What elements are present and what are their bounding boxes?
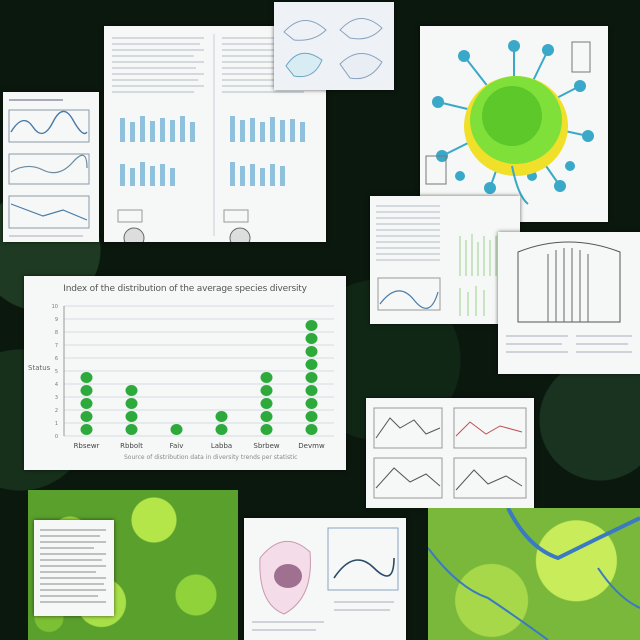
bar-segment <box>305 359 318 370</box>
y-tick-label: 10 <box>52 304 58 310</box>
bar-segment <box>305 411 318 422</box>
bar-segment <box>215 424 228 435</box>
y-tick-label: 3 <box>55 395 58 401</box>
y-tick-label: 1 <box>55 421 58 427</box>
y-tick-label: 9 <box>55 317 58 323</box>
organ-diagram-sheet <box>244 518 406 640</box>
small-multiples-sheet <box>366 398 534 508</box>
x-tick-label: Sbrbew <box>253 442 280 450</box>
bar-segment <box>125 385 138 396</box>
bar-segment <box>305 333 318 344</box>
bar-segment <box>125 398 138 409</box>
bar-segment <box>305 346 318 357</box>
x-tick-label: Rbsewr <box>74 442 100 450</box>
organ-diagram <box>252 527 399 631</box>
bar-segment <box>305 424 318 435</box>
y-tick-label: 2 <box>55 408 58 414</box>
y-tick-label: 7 <box>55 343 58 349</box>
line-chart-sheet <box>3 92 99 242</box>
mechanism-sketch-sheet <box>498 232 640 374</box>
chart-plot-area: 0 1 2 3 4 5 6 7 8 9 10 Rbsewr Rbbolt Faiv Labba Sbrbew D… <box>52 304 334 450</box>
x-tick-label: Devmw <box>298 442 325 450</box>
small-multiple-plots <box>373 407 527 499</box>
bar-segment <box>80 372 93 383</box>
river-lines <box>428 508 640 640</box>
forest-map-left <box>28 490 238 640</box>
bar-segment <box>170 424 183 435</box>
anatomy-sketch-sheet <box>274 2 394 90</box>
bar-segment <box>260 385 273 396</box>
bar-segment <box>305 372 318 383</box>
y-axis-label: Status <box>28 364 51 372</box>
y-tick-label: 8 <box>55 330 58 336</box>
virus-illustration <box>425 40 594 205</box>
anatomy-outlines <box>283 18 383 80</box>
bar-segment <box>125 424 138 435</box>
river-landscape-map <box>428 508 640 640</box>
y-tick-label: 4 <box>55 382 58 388</box>
chart-footnote: Source of distribution data in diversity… <box>124 454 298 461</box>
bar-segment <box>80 385 93 396</box>
bar-segment <box>80 424 93 435</box>
data-table-sheet <box>370 196 520 324</box>
table-and-plot <box>376 205 503 316</box>
x-tick-label: Faiv <box>170 442 184 450</box>
text-card-lines <box>40 529 106 603</box>
bar-segment <box>80 398 93 409</box>
bar-segment <box>305 398 318 409</box>
mechanism-drawing <box>506 241 632 353</box>
bar-segment <box>125 411 138 422</box>
bar-segment <box>260 411 273 422</box>
bar-segment <box>305 385 318 396</box>
bar-segment <box>260 424 273 435</box>
forest-map-text-card <box>34 520 114 616</box>
x-tick-label: Labba <box>211 442 232 450</box>
line-chart-sketches <box>8 99 90 237</box>
chart-title: Index of the distribution of the average… <box>63 284 307 294</box>
bar-segment <box>260 398 273 409</box>
bar-segment <box>260 372 273 383</box>
x-tick-label: Rbbolt <box>120 442 143 450</box>
y-tick-label: 0 <box>55 434 58 440</box>
bar-segment <box>215 411 228 422</box>
y-tick-label: 5 <box>55 369 58 375</box>
bar-segment <box>80 411 93 422</box>
y-tick-label: 6 <box>55 356 58 362</box>
bar-segment <box>305 320 318 331</box>
virus-poster <box>420 26 608 222</box>
center-bar-chart: Index of the distribution of the average… <box>24 276 346 470</box>
